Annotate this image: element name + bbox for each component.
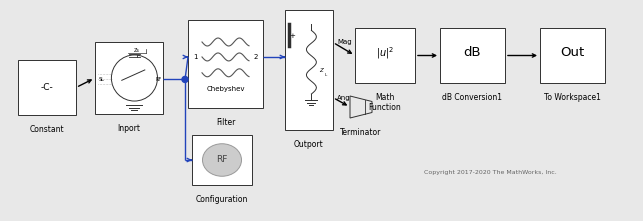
Text: Out: Out [561,46,584,59]
Circle shape [182,76,188,82]
Text: Ang: Ang [337,95,350,101]
Text: Chebyshev: Chebyshev [206,86,245,92]
Text: Configuration: Configuration [196,195,248,204]
Text: Mag: Mag [337,39,352,45]
Text: RF: RF [216,156,228,164]
Text: RF: RF [155,77,161,82]
Text: Math
Function: Math Function [368,93,401,112]
Text: Inport: Inport [118,124,141,133]
Bar [355,28,415,83]
Text: $|u|^2$: $|u|^2$ [376,45,394,61]
Text: Z: Z [320,67,323,72]
Text: 1: 1 [193,54,197,60]
Bar [188,20,263,108]
Text: Terminator: Terminator [340,128,382,137]
Text: +: + [289,33,295,39]
Text: Filter: Filter [216,118,235,127]
Text: To Workspace1: To Workspace1 [544,93,601,102]
Ellipse shape [203,144,242,176]
Text: 2: 2 [253,54,258,60]
Text: dB: dB [464,46,482,59]
Bar [95,42,163,114]
Text: L: L [325,73,327,77]
Bar [285,10,333,130]
Text: SL: SL [99,77,105,82]
Bar [18,60,76,115]
Bar [540,28,605,83]
Text: Outport: Outport [294,140,324,149]
Bar [192,135,252,185]
Text: dB Conversion1: dB Conversion1 [442,93,502,102]
Bar [440,28,505,83]
Text: Zs: Zs [134,48,140,53]
Text: -C-: -C- [41,83,53,92]
Text: Constant: Constant [30,125,64,134]
Text: Copyright 2017-2020 The MathWorks, Inc.: Copyright 2017-2020 The MathWorks, Inc. [424,170,556,175]
